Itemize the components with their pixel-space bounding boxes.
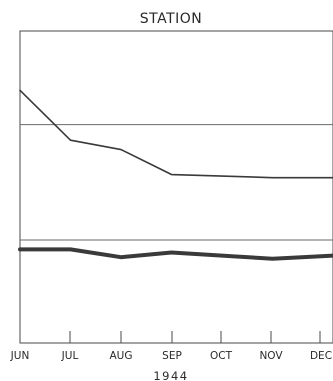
x-tick-label-oct: OCT [210, 350, 233, 362]
x-tick-label-sep: SEP [162, 350, 182, 362]
x-tick-label-jul: JUL [61, 350, 79, 362]
series-line-1 [19, 89, 333, 179]
series-line-2 [18, 247, 333, 261]
x-tick-label-dec: DEC [310, 350, 332, 362]
x-axis-year-label: 1944 [153, 369, 188, 381]
x-tick-label-aug: AUG [109, 350, 132, 362]
plot-frame [19, 30, 333, 344]
series-group [18, 89, 333, 261]
chart-title: STATION [140, 11, 203, 27]
x-tick-label-nov: NOV [259, 350, 283, 362]
plot-border [19, 30, 333, 344]
x-axis-ticks: JUN JUL AUG SEP OCT NOV DEC [10, 331, 332, 362]
reference-lines [20, 124, 333, 241]
x-tick-label-jun: JUN [10, 350, 30, 362]
